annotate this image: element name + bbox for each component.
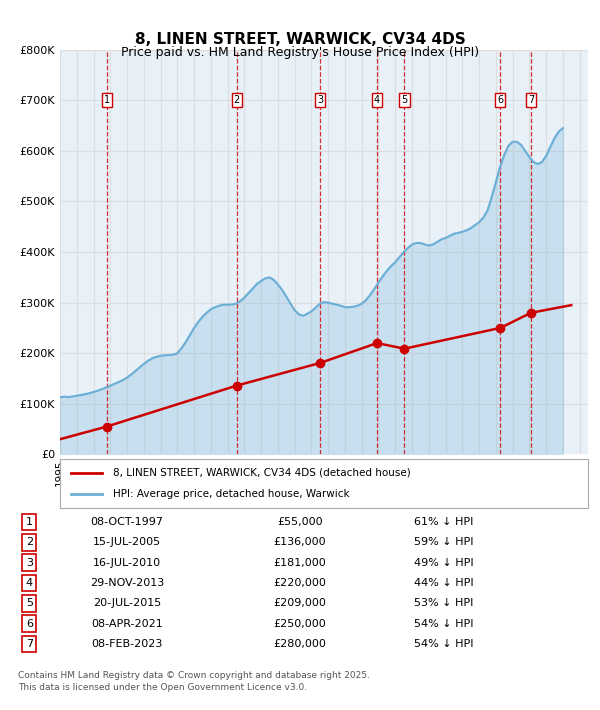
Text: Contains HM Land Registry data © Crown copyright and database right 2025.: Contains HM Land Registry data © Crown c… [18, 671, 370, 680]
Text: 20-JUL-2015: 20-JUL-2015 [93, 599, 161, 608]
Text: 08-FEB-2023: 08-FEB-2023 [92, 639, 163, 649]
Text: £209,000: £209,000 [274, 599, 326, 608]
Text: £55,000: £55,000 [277, 517, 323, 527]
Text: 1: 1 [104, 95, 110, 105]
Text: 3: 3 [26, 557, 33, 567]
Text: 6: 6 [497, 95, 503, 105]
Text: This data is licensed under the Open Government Licence v3.0.: This data is licensed under the Open Gov… [18, 683, 307, 692]
Text: 5: 5 [401, 95, 407, 105]
Text: 8, LINEN STREET, WARWICK, CV34 4DS: 8, LINEN STREET, WARWICK, CV34 4DS [134, 32, 466, 47]
Text: 2: 2 [233, 95, 240, 105]
Text: 54% ↓ HPI: 54% ↓ HPI [414, 639, 474, 649]
Text: 4: 4 [26, 578, 33, 588]
Text: 3: 3 [317, 95, 323, 105]
Text: 7: 7 [528, 95, 534, 105]
Text: £181,000: £181,000 [274, 557, 326, 567]
Text: £220,000: £220,000 [274, 578, 326, 588]
Text: 2: 2 [26, 537, 33, 547]
Text: 8, LINEN STREET, WARWICK, CV34 4DS (detached house): 8, LINEN STREET, WARWICK, CV34 4DS (deta… [113, 468, 410, 478]
Text: 1: 1 [26, 517, 33, 527]
Text: 16-JUL-2010: 16-JUL-2010 [93, 557, 161, 567]
Text: 5: 5 [26, 599, 33, 608]
Text: HPI: Average price, detached house, Warwick: HPI: Average price, detached house, Warw… [113, 489, 349, 499]
Text: 54% ↓ HPI: 54% ↓ HPI [414, 618, 474, 628]
Text: £280,000: £280,000 [274, 639, 326, 649]
Text: 6: 6 [26, 618, 33, 628]
Text: 15-JUL-2005: 15-JUL-2005 [93, 537, 161, 547]
Text: 44% ↓ HPI: 44% ↓ HPI [414, 578, 474, 588]
Text: £136,000: £136,000 [274, 537, 326, 547]
Text: 7: 7 [26, 639, 33, 649]
Text: 08-OCT-1997: 08-OCT-1997 [91, 517, 164, 527]
Text: 49% ↓ HPI: 49% ↓ HPI [414, 557, 474, 567]
Text: 4: 4 [374, 95, 380, 105]
Text: Price paid vs. HM Land Registry's House Price Index (HPI): Price paid vs. HM Land Registry's House … [121, 46, 479, 59]
Text: 53% ↓ HPI: 53% ↓ HPI [415, 599, 473, 608]
Text: 61% ↓ HPI: 61% ↓ HPI [415, 517, 473, 527]
Text: 29-NOV-2013: 29-NOV-2013 [90, 578, 164, 588]
Text: £250,000: £250,000 [274, 618, 326, 628]
Text: 59% ↓ HPI: 59% ↓ HPI [414, 537, 474, 547]
Text: 08-APR-2021: 08-APR-2021 [91, 618, 163, 628]
